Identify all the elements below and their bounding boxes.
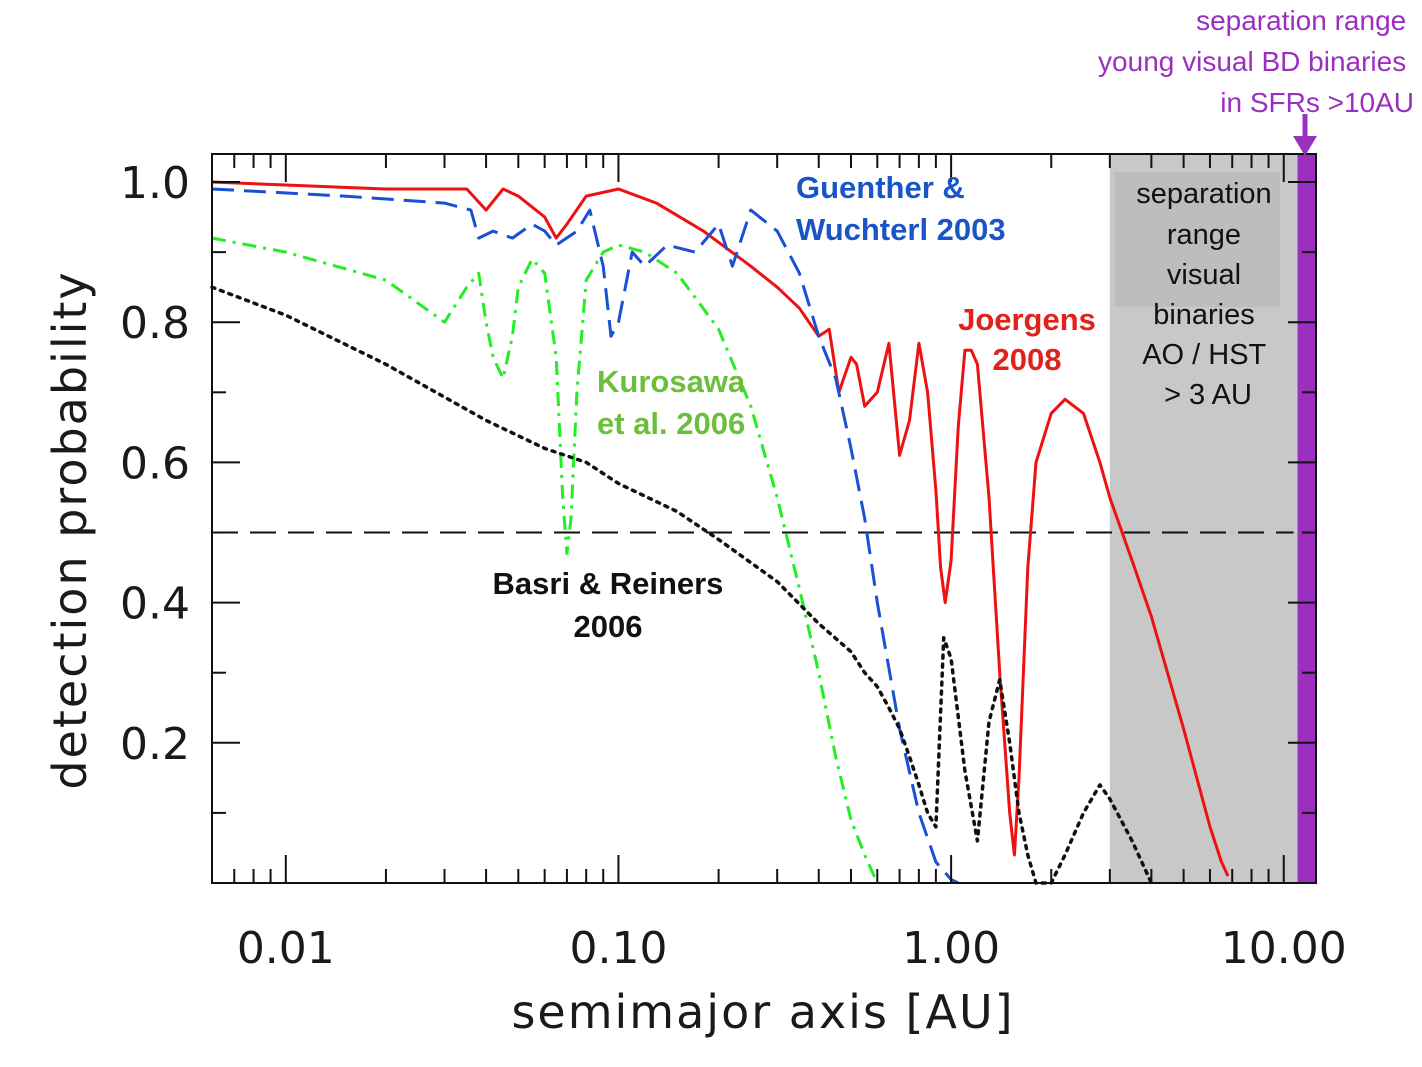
series-line-joergens-2008 bbox=[211, 180, 1230, 877]
gray-region-label-line1: separation bbox=[1136, 178, 1271, 210]
basri-label-line2: 2006 bbox=[574, 609, 643, 644]
joergens-label-line2: 2008 bbox=[993, 342, 1062, 377]
plot-frame bbox=[211, 153, 1317, 884]
y-tick-label: 0.8 bbox=[120, 298, 190, 349]
purple-region-label-line2: young visual BD binaries bbox=[1098, 46, 1406, 77]
kurosawa-label-line2: et al. 2006 bbox=[597, 406, 745, 441]
gray-region-label-line2: range bbox=[1167, 219, 1241, 251]
x-axis-title: semimajor axis [AU] bbox=[511, 985, 1014, 1039]
gray-region-label-backdrop bbox=[1114, 172, 1280, 307]
joergens-label-line1: Joergens bbox=[958, 302, 1096, 337]
basri-label: Basri & Reiners 2006 bbox=[493, 566, 724, 644]
series-line-guenther-wuchterl-2003 bbox=[211, 187, 959, 885]
kurosawa-label: Kurosawa et al. 2006 bbox=[597, 364, 746, 441]
kurosawa-label-line1: Kurosawa bbox=[597, 364, 746, 399]
x-tick-label: 1.00 bbox=[902, 923, 1000, 974]
purple-region-label: separation range young visual BD binarie… bbox=[1098, 5, 1414, 118]
gray-region-label-line4: binaries bbox=[1153, 299, 1255, 331]
guenther-label-line2: Wuchterl 2003 bbox=[796, 212, 1006, 247]
shaded-region-1 bbox=[1297, 154, 1316, 883]
x-tick-label: 0.10 bbox=[569, 923, 667, 974]
gray-region-label-line5: AO / HST bbox=[1142, 339, 1266, 371]
basri-label-line1: Basri & Reiners bbox=[493, 566, 724, 601]
series-line-kurosawa-et-al-2006 bbox=[211, 236, 879, 884]
guenther-label-line1: Guenther & bbox=[796, 170, 965, 205]
gray-region-label-line6: > 3 AU bbox=[1164, 379, 1252, 411]
y-tick-label: 0.6 bbox=[120, 438, 190, 489]
purple-region-label-line3: in SFRs >10AU bbox=[1220, 87, 1414, 118]
joergens-label: Joergens 2008 bbox=[958, 302, 1096, 377]
x-tick-label: 0.01 bbox=[237, 923, 335, 974]
y-axis-title: detection probability bbox=[43, 270, 97, 789]
gray-region-label: separation range visual binaries AO / HS… bbox=[1136, 178, 1280, 411]
purple-region-arrow-head bbox=[1293, 136, 1317, 156]
gray-region-label-line3: visual bbox=[1167, 259, 1241, 291]
x-tick-label: 10.00 bbox=[1221, 923, 1347, 974]
guenther-label: Guenther & Wuchterl 2003 bbox=[796, 170, 1006, 247]
y-tick-label: 0.4 bbox=[120, 579, 190, 630]
purple-region-label-line1: separation range bbox=[1196, 5, 1406, 36]
y-tick-label: 1.0 bbox=[120, 158, 190, 209]
y-tick-label: 0.2 bbox=[120, 719, 190, 770]
